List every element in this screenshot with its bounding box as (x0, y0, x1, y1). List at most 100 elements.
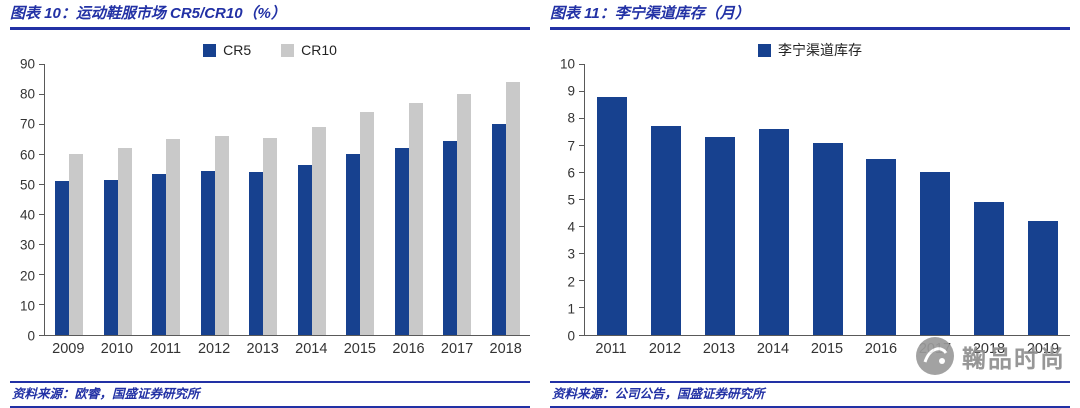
legend-item: CR10 (281, 42, 337, 58)
x-axis: 2011 2012 2013 2014 2015 2016 2017 2018 2019 (584, 336, 1070, 360)
legend: 李宁渠道库存 (550, 36, 1070, 64)
y-tick-label: 20 (19, 267, 35, 283)
y-tick-label: 4 (567, 219, 575, 235)
y-tick-mark (579, 334, 585, 336)
x-tick-label: 2012 (197, 341, 231, 357)
legend-swatch (281, 43, 295, 57)
legend-item: CR5 (203, 42, 251, 58)
x-tick-label: 2015 (810, 341, 844, 357)
y-tick-label: 90 (19, 56, 35, 72)
bar (866, 158, 897, 335)
bar-group (854, 64, 908, 335)
plot-area (579, 63, 1070, 336)
bar-group (142, 64, 191, 335)
bar-group (191, 64, 240, 335)
plot-wrap: 2011 2012 2013 2014 2015 2016 2017 2018 2019 (579, 63, 1070, 360)
y-tick-label: 50 (19, 177, 35, 193)
bar-group (94, 64, 143, 335)
bar-group (433, 64, 482, 335)
x-tick-label: 2014 (756, 341, 790, 357)
x-tick-label: 2016 (392, 341, 425, 357)
x-tick-label: 2018 (972, 341, 1006, 357)
bar (974, 202, 1005, 335)
x-tick-label: 2013 (702, 341, 736, 357)
y-tick-mark (39, 183, 45, 185)
bar-group (639, 64, 693, 335)
bar (360, 112, 375, 335)
legend-swatch (203, 43, 217, 57)
y-tick-label: 2 (567, 273, 575, 289)
bar (457, 94, 472, 335)
bar (1028, 221, 1059, 335)
x-tick-label: 2009 (52, 341, 85, 357)
bar (311, 127, 326, 335)
y-tick-label: 7 (567, 137, 575, 153)
bar (491, 124, 506, 335)
y-tick-label: 9 (567, 83, 575, 99)
y-tick-mark (39, 63, 45, 65)
bar-group (45, 64, 94, 335)
bar (920, 172, 951, 335)
y-tick-mark (39, 123, 45, 125)
y-tick-label: 30 (19, 237, 35, 253)
bar (200, 170, 215, 335)
y-tick-label: 6 (567, 165, 575, 181)
bar-group (908, 64, 962, 335)
bar-group (747, 64, 801, 335)
y-tick-label: 0 (27, 328, 35, 344)
bar-group (482, 64, 531, 335)
y-tick-mark (579, 226, 585, 228)
y-tick-mark (579, 144, 585, 146)
y-tick-label: 10 (19, 298, 35, 314)
y-tick-label: 40 (19, 207, 35, 223)
bar (55, 181, 70, 335)
chart-panel-right: 图表 11：李宁渠道库存（月） 李宁渠道库存 10 9 8 7 6 5 4 3 2 1 0 2011… (540, 0, 1080, 408)
x-tick-label: 2011 (595, 341, 627, 357)
y-tick-mark (579, 63, 585, 65)
bar (505, 82, 520, 335)
y-tick-mark (579, 199, 585, 200)
bar-group (288, 64, 337, 335)
chart: CR5 CR10 90 80 70 60 50 40 30 20 10 0 2009 2010 2011… (10, 30, 530, 381)
y-tick-label: 5 (567, 192, 575, 208)
y-tick-mark (39, 214, 45, 216)
bar-group (385, 64, 434, 335)
y-tick-label: 3 (567, 246, 575, 262)
bar (103, 179, 118, 335)
y-tick-label: 10 (559, 56, 575, 72)
legend-label: CR10 (301, 42, 337, 58)
bar (812, 142, 843, 335)
chart: 李宁渠道库存 10 9 8 7 6 5 4 3 2 1 0 2011 2012 2013 2014 2015… (550, 30, 1070, 381)
bar (249, 172, 264, 335)
legend-label: CR5 (223, 42, 252, 58)
y-tick-mark (39, 153, 45, 155)
bar-group (585, 64, 639, 335)
bar (117, 148, 132, 335)
bar (704, 137, 735, 335)
source-note: 资料来源：欧睿，国盛证券研究所 (10, 381, 530, 408)
bar (758, 129, 789, 335)
x-tick-label: 2019 (1026, 341, 1060, 357)
x-axis: 2009 2010 2011 2012 2013 2014 2015 2016 2017 2018 (44, 336, 530, 360)
y-tick-mark (39, 93, 45, 95)
y-axis: 10 9 8 7 6 5 4 3 2 1 0 (550, 57, 584, 342)
plot-area (39, 63, 531, 336)
y-tick-mark (39, 304, 45, 306)
x-tick-label: 2014 (295, 341, 328, 357)
y-tick-label: 70 (19, 116, 35, 132)
y-tick-mark (579, 117, 585, 119)
legend-label: 李宁渠道库存 (778, 42, 862, 58)
bar-group (962, 64, 1016, 335)
plot-row: 90 80 70 60 50 40 30 20 10 0 2009 2010 2011 2012 2013… (10, 57, 531, 360)
x-tick-label: 2015 (343, 341, 376, 357)
plot-wrap: 2009 2010 2011 2012 2013 2014 2015 2016 2017 2018 (39, 63, 531, 360)
y-tick-label: 0 (567, 328, 575, 344)
chart-title: 图表 10：运动鞋服市场 CR5/CR10（%） (10, 0, 530, 30)
x-tick-label: 2018 (489, 341, 522, 357)
bar (214, 136, 229, 335)
bar (166, 139, 181, 335)
y-tick-mark (39, 244, 45, 246)
y-tick-label: 8 (567, 110, 575, 126)
x-tick-label: 2013 (246, 341, 279, 357)
